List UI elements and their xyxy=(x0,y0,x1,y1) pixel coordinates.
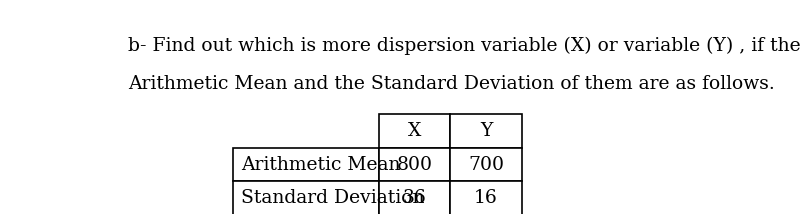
Text: X: X xyxy=(408,122,422,140)
Bar xyxy=(379,181,450,214)
Bar xyxy=(234,148,379,181)
Text: b- Find out which is more dispersion variable (X) or variable (Y) , if the: b- Find out which is more dispersion var… xyxy=(128,37,800,55)
Bar xyxy=(450,114,522,148)
Bar xyxy=(450,148,522,181)
Bar xyxy=(379,114,450,148)
Text: 36: 36 xyxy=(402,189,426,207)
Bar xyxy=(450,181,522,214)
Text: Arithmetic Mean: Arithmetic Mean xyxy=(241,156,400,174)
Text: Y: Y xyxy=(480,122,492,140)
Text: Arithmetic Mean and the Standard Deviation of them are as follows.: Arithmetic Mean and the Standard Deviati… xyxy=(128,75,774,93)
Text: 16: 16 xyxy=(474,189,498,207)
Text: 700: 700 xyxy=(468,156,504,174)
Bar xyxy=(379,148,450,181)
Text: Standard Deviation: Standard Deviation xyxy=(241,189,424,207)
Bar xyxy=(234,181,379,214)
Text: 800: 800 xyxy=(397,156,433,174)
